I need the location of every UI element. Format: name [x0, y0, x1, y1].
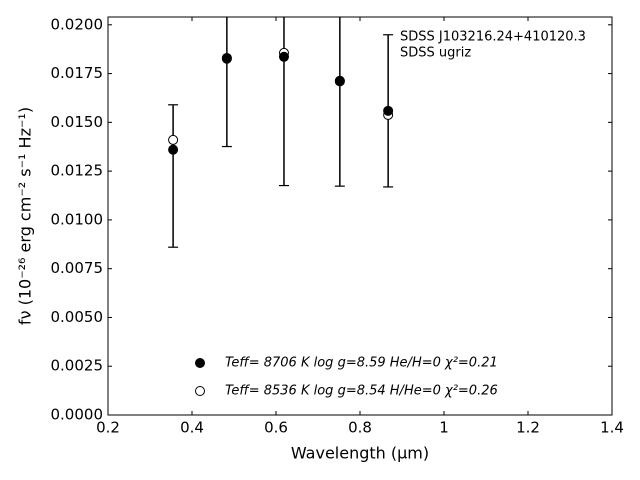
annotation: SDSS ugriz	[400, 46, 471, 61]
y-tick-label: 0.0100	[51, 210, 104, 228]
point	[168, 144, 179, 155]
y-tick-label: 0.0150	[51, 113, 104, 131]
x-tick-label: 0.8	[348, 419, 372, 437]
legend-marker	[195, 358, 205, 368]
legend-label: Teff= 8706 K log g=8.59 He/H=0 χ²=0.21	[225, 356, 498, 371]
x-tick-label: 0.4	[180, 419, 204, 437]
y-tick-label: 0.0200	[51, 15, 104, 33]
x-tick-label: 0.2	[96, 419, 120, 437]
x-tick-label: 1	[439, 419, 449, 437]
point	[334, 75, 345, 86]
x-tick-label: 1.4	[600, 419, 624, 437]
x-tick-label: 1.2	[516, 419, 540, 437]
point	[383, 105, 394, 116]
x-axis-label: Wavelength (μm)	[291, 444, 429, 463]
point	[168, 134, 179, 145]
y-tick-label: 0.0050	[51, 308, 104, 326]
y-tick-label: 0.0025	[51, 357, 104, 375]
y-tick-label: 0.0000	[51, 406, 104, 424]
plot-area	[168, 17, 394, 248]
annotation: SDSS J103216.24+410120.3	[400, 30, 586, 45]
legend-marker	[195, 386, 205, 396]
y-tick-label: 0.0175	[51, 64, 104, 82]
y-tick-label: 0.0075	[51, 259, 104, 277]
y-tick-label: 0.0125	[51, 162, 104, 180]
legend-label: Teff= 8536 K log g=8.54 H/He=0 χ²=0.26	[225, 384, 498, 399]
y-axis-label: fν (10⁻²⁶ erg cm⁻² s⁻¹ Hz⁻¹)	[16, 107, 35, 325]
point	[221, 53, 232, 64]
x-tick-label: 0.6	[264, 419, 288, 437]
point	[278, 51, 289, 62]
